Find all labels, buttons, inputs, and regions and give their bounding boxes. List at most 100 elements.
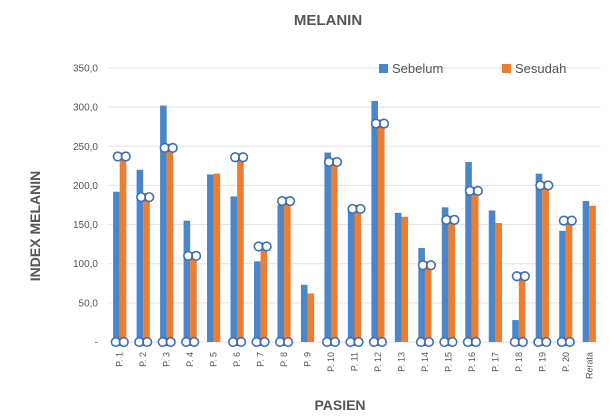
bar-sebelum-p14 xyxy=(418,248,425,342)
y-tick-label: 200,0 xyxy=(73,181,98,192)
y-tick-label: 300,0 xyxy=(73,103,98,114)
bar-sebelum-p3 xyxy=(160,105,167,342)
baseline-marker xyxy=(181,336,200,348)
bar-sesudah-p10 xyxy=(331,161,338,342)
legend-swatch-sebelum xyxy=(379,64,388,73)
baseline-marker xyxy=(228,336,247,348)
baseline-marker xyxy=(345,336,364,348)
bar-sebelum-p18 xyxy=(512,320,519,342)
bar-sesudah-p18 xyxy=(518,276,526,342)
bar-sesudah-p17 xyxy=(495,223,502,342)
top-marker xyxy=(183,250,202,261)
x-tick-label: Rerata xyxy=(584,352,594,379)
top-marker xyxy=(370,118,390,129)
bar-sesudah-p7 xyxy=(260,246,268,342)
x-tick-label: P. 7 xyxy=(256,352,266,367)
baseline-marker xyxy=(556,336,575,348)
x-tick-label: P. 2 xyxy=(138,352,148,367)
bar-sesudah-p4 xyxy=(190,255,197,342)
bar-sebelum-p6 xyxy=(230,196,238,342)
chart-title: MELANIN xyxy=(294,12,362,29)
baseline-marker xyxy=(509,336,528,348)
x-tick-label: P. 14 xyxy=(420,352,430,372)
bar-sebelum-p20 xyxy=(559,230,566,342)
legend-label-sebelum: Sebelum xyxy=(392,61,443,76)
baseline-marker xyxy=(368,336,388,348)
top-marker xyxy=(417,260,437,271)
x-tick-label: P. 10 xyxy=(326,352,336,372)
top-marker xyxy=(112,151,131,162)
baseline-marker xyxy=(251,336,270,348)
x-tick-label: P. 13 xyxy=(396,352,406,372)
bar-sebelum-p9 xyxy=(300,284,308,342)
x-tick-label: P. 8 xyxy=(279,352,289,367)
x-tick-label: P. 16 xyxy=(467,352,477,372)
bar-sesudah-p3 xyxy=(166,147,174,342)
x-axis-title: PASIEN xyxy=(314,397,365,413)
y-tick-label: 50,0 xyxy=(79,298,99,309)
bar-sebelum-p15 xyxy=(441,207,449,342)
bar-sebelum-p4 xyxy=(183,220,191,342)
bar-sebelum-rerata xyxy=(582,201,590,342)
bar-sebelum-p2 xyxy=(136,169,144,342)
bar-sebelum-p19 xyxy=(535,173,543,342)
baseline-marker xyxy=(274,336,294,348)
bar-sebelum-p16 xyxy=(465,161,472,342)
top-marker xyxy=(230,152,249,163)
x-tick-label: P. 15 xyxy=(443,352,453,372)
bar-sebelum-p12 xyxy=(371,100,378,342)
y-tick-label: 150,0 xyxy=(73,220,98,231)
bar-sesudah-p8 xyxy=(284,201,291,342)
x-axis-ticks: P. 1 P. 2 P. 3 P. 4 P. 5 P. 6 P. 7 P. 8 P. 9 P. 1… xyxy=(115,352,595,379)
bar-sesudah-p16 xyxy=(471,190,479,342)
baseline-marker xyxy=(439,336,458,348)
bar-sebelum-p8 xyxy=(277,205,285,342)
bar-sebelum-p10 xyxy=(324,152,332,342)
x-tick-label: P. 3 xyxy=(162,352,172,367)
x-tick-label: P. 9 xyxy=(303,352,313,367)
bar-sesudah-p13 xyxy=(401,216,409,342)
x-tick-label: P. 5 xyxy=(209,352,219,367)
legend-label-sesudah: Sesudah xyxy=(515,61,566,76)
bar-sesudah-p5 xyxy=(213,173,221,342)
baseline-marker xyxy=(110,336,129,348)
bar-sesudah-p15 xyxy=(448,219,456,342)
bar-sebelum-p11 xyxy=(347,210,355,342)
x-tick-label: P. 18 xyxy=(514,352,524,372)
top-marker xyxy=(464,185,483,197)
bar-sebelum-p17 xyxy=(488,210,496,342)
bar-sesudah-rerata xyxy=(589,205,596,342)
x-tick-label: P. 12 xyxy=(373,352,383,372)
bar-sebelum-p13 xyxy=(394,212,402,342)
x-tick-label: P. 20 xyxy=(561,352,571,372)
bar-sesudah-p2 xyxy=(143,197,150,342)
baseline-marker xyxy=(533,336,552,348)
y-tick-label: 250,0 xyxy=(73,142,98,153)
top-marker xyxy=(253,241,272,252)
x-tick-label: P. 11 xyxy=(350,352,360,371)
bar-sesudah-p6 xyxy=(237,157,244,342)
top-marker xyxy=(347,203,366,215)
bar-sebelum-p7 xyxy=(253,261,261,342)
bar-sesudah-p11 xyxy=(354,208,362,342)
baseline-marker xyxy=(462,336,481,348)
top-marker xyxy=(159,142,178,153)
bar-sesudah-p1 xyxy=(119,156,127,342)
bar-sebelum-p1 xyxy=(113,191,120,342)
x-tick-label: P. 1 xyxy=(115,352,125,367)
bars xyxy=(113,100,596,342)
y-axis-title: INDEX MELANIN xyxy=(27,171,43,281)
x-tick-label: P. 19 xyxy=(537,352,547,372)
bar-sesudah-p19 xyxy=(542,185,549,342)
bar-sebelum-p5 xyxy=(207,174,214,342)
bar-sesudah-p14 xyxy=(424,265,432,342)
baseline-marker xyxy=(321,336,341,348)
top-marker xyxy=(136,192,155,203)
x-tick-label: P. 17 xyxy=(490,352,500,372)
bar-sesudah-p9 xyxy=(307,293,315,342)
x-tick-label: P. 6 xyxy=(232,352,242,367)
top-marker xyxy=(441,214,460,225)
top-marker xyxy=(558,215,577,226)
top-marker xyxy=(323,156,343,168)
